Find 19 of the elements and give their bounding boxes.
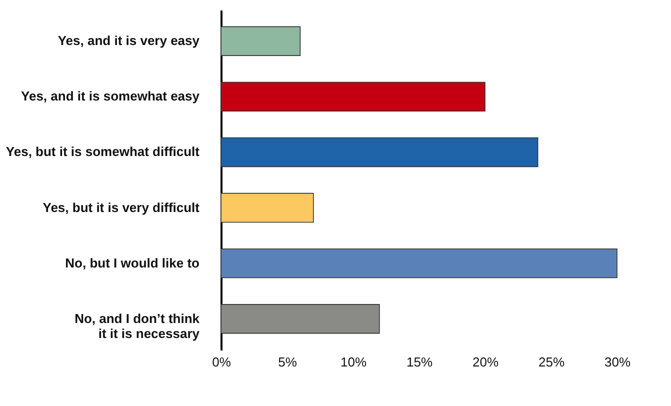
x-tick-label: 10% [340, 354, 367, 370]
x-tick-label: 25% [538, 354, 565, 370]
y-tick-label: Yes, but it is somewhat difficult [6, 144, 200, 160]
x-tick-label: 20% [472, 354, 499, 370]
bar [220, 82, 486, 112]
x-tick-label: 5% [278, 354, 298, 370]
y-tick-label: Yes, and it is very easy [58, 33, 200, 48]
bar [220, 304, 380, 334]
bar [220, 248, 618, 278]
y-tick-label: Yes, but it is very difficult [42, 200, 200, 215]
bar [220, 26, 301, 56]
y-tick-label: Yes, and it is somewhat easy [21, 88, 200, 104]
x-tick-label: 15% [406, 354, 433, 370]
bar [220, 137, 538, 168]
bar [220, 192, 314, 223]
x-tick-label: 0% [212, 354, 232, 370]
y-tick-label: No, but I would like to [65, 255, 200, 270]
x-tick-label: 30% [604, 354, 631, 370]
y-tick-label: No, and I don’t think it it is necessary [74, 310, 200, 341]
